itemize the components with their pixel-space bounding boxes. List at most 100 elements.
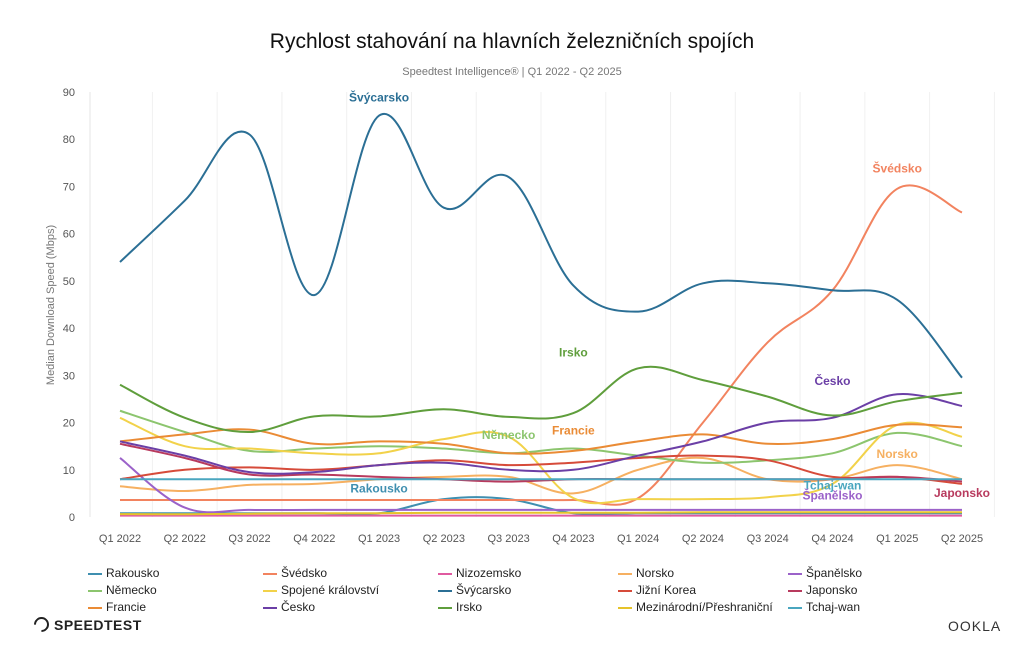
legend-swatch <box>788 589 802 592</box>
legend-label: Irsko <box>456 600 483 614</box>
legend-swatch <box>263 572 277 575</box>
legend-item[interactable]: Španělsko <box>788 566 862 580</box>
speedtest-logo-text: SPEEDTEST <box>54 617 142 633</box>
y-tick-label: 0 <box>69 512 75 524</box>
series-lines <box>119 112 963 517</box>
annotation-label: Španělsko <box>802 488 862 503</box>
x-tick-label: Q4 2024 <box>811 533 853 545</box>
x-tick-label: Q3 2023 <box>488 533 530 545</box>
x-tick-label: Q2 2024 <box>682 533 724 545</box>
legend-swatch <box>438 589 452 592</box>
legend-swatch <box>788 572 802 575</box>
annotation-label: Francie <box>552 423 595 437</box>
legend-label: Německo <box>106 583 157 597</box>
legend-label: Jižní Korea <box>636 583 697 597</box>
y-axis-ticks: 0 10 20 30 40 50 60 70 80 90 <box>63 87 75 524</box>
y-tick-label: 80 <box>63 134 75 146</box>
x-tick-label: Q1 2024 <box>617 533 659 545</box>
y-tick-label: 10 <box>63 465 75 477</box>
y-tick-label: 30 <box>63 370 75 382</box>
chart-title: Rychlost stahování na hlavních železničn… <box>269 30 755 53</box>
annotation-label: Norsko <box>877 447 918 461</box>
y-tick-label: 60 <box>63 229 75 241</box>
legend-item[interactable]: Švýcarsko <box>438 583 511 597</box>
legend-label: Švýcarsko <box>456 583 512 597</box>
legend-label: Rakousko <box>106 566 160 580</box>
x-tick-label: Q1 2025 <box>876 533 918 545</box>
x-tick-label: Q1 2022 <box>99 533 141 545</box>
legend-item[interactable]: Japonsko <box>788 583 857 597</box>
legend-swatch <box>618 606 632 609</box>
legend-item[interactable]: Jižní Korea <box>618 583 696 597</box>
legend-item[interactable]: Spojené království <box>263 583 379 597</box>
legend-label: Spojené království <box>281 583 380 597</box>
x-tick-label: Q3 2024 <box>747 533 789 545</box>
legend-label: Tchaj-wan <box>806 600 861 614</box>
x-tick-label: Q4 2023 <box>552 533 594 545</box>
series-annotations: Švýcarsko Švédsko Irsko Česko Francie Německo… <box>349 89 990 502</box>
legend-label: Norsko <box>636 566 675 580</box>
series-line-spanelsko <box>119 457 962 514</box>
legend-item[interactable]: Irsko <box>438 600 482 614</box>
legend-label: Španělsko <box>806 566 863 580</box>
series-line-nemecko <box>119 409 963 464</box>
legend-item[interactable]: Česko <box>263 600 315 614</box>
legend-swatch <box>618 589 632 592</box>
legend-swatch <box>88 572 102 575</box>
grid-lines <box>89 92 995 517</box>
legend-swatch <box>88 589 102 592</box>
y-tick-label: 70 <box>63 181 75 193</box>
y-axis-label: Median Download Speed (Mbps) <box>45 225 57 385</box>
annotation-label: Tchaj-wan <box>804 479 862 493</box>
x-axis-ticks: Q1 2022 Q2 2022 Q3 2022 Q4 2022 Q1 2023 Q2 20… <box>99 533 983 545</box>
series-line-mezinarodni-preshranicni <box>119 511 962 516</box>
legend-item[interactable]: Tchaj-wan <box>788 600 860 614</box>
chart-subtitle: Speedtest Intelligence® | Q1 2022 - Q2 2… <box>402 66 622 78</box>
legend-swatch <box>263 606 277 609</box>
legend-swatch <box>263 589 277 592</box>
speedometer-icon <box>30 613 53 636</box>
x-tick-label: Q1 2023 <box>358 533 400 545</box>
legend-label: Francie <box>106 600 147 614</box>
x-tick-label: Q2 2022 <box>164 533 206 545</box>
y-tick-label: 40 <box>63 323 75 335</box>
y-tick-label: 50 <box>63 276 75 288</box>
legend-swatch <box>88 606 102 609</box>
x-tick-label: Q2 2023 <box>423 533 465 545</box>
legend-item[interactable]: Francie <box>88 600 146 614</box>
legend-label: Švédsko <box>281 566 328 580</box>
legend-swatch <box>618 572 632 575</box>
annotation-label: Švédsko <box>873 160 922 175</box>
x-tick-label: Q4 2022 <box>293 533 335 545</box>
speedtest-logo: SPEEDTEST <box>30 613 142 636</box>
series-line-jizni-korea <box>119 454 963 485</box>
legend-item[interactable]: Nizozemsko <box>438 566 521 580</box>
legend-label: Nizozemsko <box>456 566 522 580</box>
line-chart: 0 10 20 30 40 50 60 70 80 90 Median Download Spee… <box>45 87 995 545</box>
legend-swatch <box>788 606 802 609</box>
series-line-irsko <box>119 365 963 434</box>
annotation-label: Německo <box>482 428 535 442</box>
legend-item[interactable]: Německo <box>88 583 157 597</box>
ookla-logo: OOKLA <box>948 618 1002 634</box>
legend-item[interactable]: Rakousko <box>88 566 159 580</box>
annotation-label: Irsko <box>559 345 588 359</box>
x-tick-label: Q3 2022 <box>228 533 270 545</box>
y-tick-label: 20 <box>63 418 75 430</box>
annotation-label: Česko <box>814 373 850 388</box>
series-line-francie <box>119 423 963 455</box>
legend-item[interactable]: Norsko <box>618 566 674 580</box>
series-line-cesko <box>119 392 963 475</box>
series-line-svycarsko <box>119 112 963 379</box>
legend-swatch <box>438 572 452 575</box>
legend-label: Česko <box>281 600 316 614</box>
legend-label: Mezinárodní/Přeshraniční <box>636 600 773 614</box>
legend-swatch <box>438 606 452 609</box>
x-tick-label: Q2 2025 <box>941 533 983 545</box>
annotation-label: Rakousko <box>350 481 407 495</box>
legend-item[interactable]: Švédsko <box>263 566 327 580</box>
legend-item[interactable]: Mezinárodní/Přeshraniční <box>618 600 773 614</box>
y-tick-label: 90 <box>63 87 75 99</box>
annotation-label: Švýcarsko <box>349 89 409 104</box>
annotation-label: Japonsko <box>934 486 990 500</box>
